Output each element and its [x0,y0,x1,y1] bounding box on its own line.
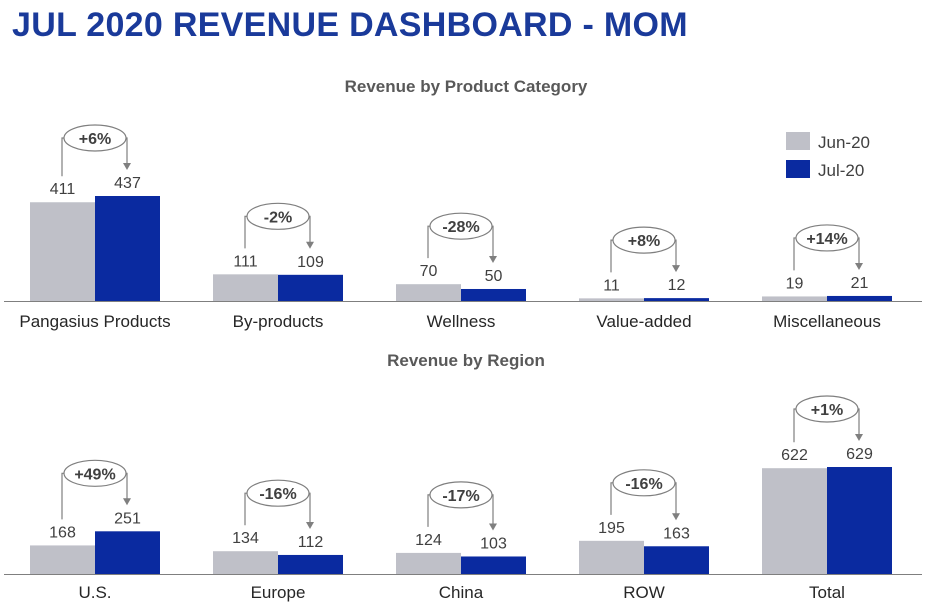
category-label: Total [809,583,845,602]
bar-jul-20 [278,554,343,574]
change-label: -17% [442,488,479,505]
change-arrow-icon [306,521,314,529]
data-label: 134 [232,530,259,547]
legend-swatch [786,132,810,150]
data-label: 168 [49,524,76,541]
change-label: +1% [811,402,843,419]
bar-jul-20 [461,288,526,301]
bar-jul-20 [95,531,160,574]
legend-swatch [786,160,810,178]
data-label: 111 [233,253,257,270]
data-label: 251 [114,510,141,527]
chart-title: Revenue by Product Category [345,77,588,96]
change-badge [612,226,676,254]
data-label: 109 [297,254,324,271]
bar-jun-20 [30,545,95,574]
change-arrow-icon [123,498,131,506]
bar-jun-20 [396,284,461,301]
category-label: Pangasius Products [19,312,170,331]
data-label: 112 [298,534,324,551]
change-label: +6% [79,131,111,148]
change-label: +8% [628,233,660,250]
bar-jul-20 [827,467,892,574]
change-badge [429,212,493,240]
bar-jul-20 [644,546,709,574]
bar-jun-20 [30,202,95,301]
data-label: 12 [668,277,686,294]
category-label: U.S. [78,583,111,602]
change-arrow-icon [672,265,680,273]
data-label: 163 [663,525,690,542]
category-label: Wellness [427,312,496,331]
change-badge [246,479,310,507]
bar-jun-20 [213,274,278,301]
data-label: 195 [598,520,625,537]
change-arrow-icon [306,241,314,249]
change-badge [429,481,493,509]
data-label: 411 [50,181,76,198]
change-arrow-icon [123,163,131,170]
change-badge [612,469,676,497]
bar-jul-20 [278,274,343,301]
change-label: -16% [259,486,296,503]
bar-jun-20 [579,540,644,574]
change-arrow-icon [855,262,863,270]
bar-jul-20 [644,298,709,301]
change-badge [795,395,859,423]
data-label: 21 [851,275,869,292]
change-label: -2% [264,209,292,226]
chart-title: Revenue by Region [387,351,545,370]
change-badge [795,224,859,252]
change-label: +14% [806,231,847,248]
bar-jun-20 [579,298,644,301]
category-label: By-products [233,312,324,331]
category-label: Miscellaneous [773,312,881,331]
bar-jun-20 [762,468,827,574]
bar-jul-20 [461,556,526,574]
change-label: -16% [625,476,662,493]
category-label: ROW [623,583,665,602]
data-label: 50 [485,268,503,285]
bar-jun-20 [396,552,461,574]
change-label: -28% [442,219,479,236]
data-label: 70 [420,263,438,280]
data-label: 19 [786,275,804,292]
change-badge [63,124,127,152]
data-label: 622 [781,447,808,464]
data-label: 11 [603,277,620,294]
legend-label: Jun-20 [818,133,870,152]
category-label: Value-added [596,312,691,331]
change-badge [63,459,127,487]
change-arrow-icon [855,434,863,441]
data-label: 437 [114,175,141,192]
bar-jul-20 [827,295,892,301]
change-arrow-icon [489,255,497,263]
change-arrow-icon [489,523,497,531]
data-label: 629 [846,446,873,463]
bar-jul-20 [95,196,160,301]
category-label: China [439,583,484,602]
category-label: Europe [251,583,306,602]
legend-label: Jul-20 [818,161,864,180]
bar-jun-20 [762,296,827,301]
bar-jun-20 [213,551,278,574]
change-arrow-icon [672,513,680,521]
page-title: JUL 2020 REVENUE DASHBOARD - MOM [12,6,688,44]
change-badge [246,202,310,230]
data-label: 103 [480,535,507,552]
data-label: 124 [415,532,442,549]
change-label: +49% [74,466,115,483]
